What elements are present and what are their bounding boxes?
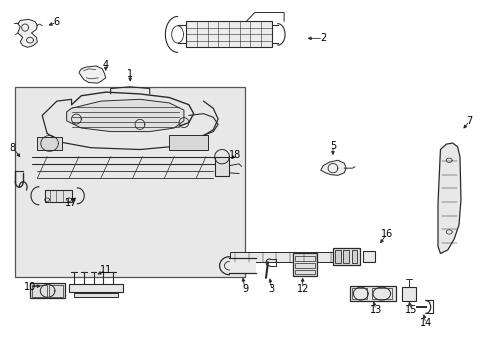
Polygon shape xyxy=(186,22,272,47)
Bar xyxy=(402,287,416,301)
Polygon shape xyxy=(45,190,72,202)
Bar xyxy=(352,288,367,300)
Text: 5: 5 xyxy=(330,141,336,151)
Polygon shape xyxy=(79,66,106,83)
Polygon shape xyxy=(67,99,184,132)
Bar xyxy=(293,253,318,276)
Bar xyxy=(295,263,315,267)
Text: 10: 10 xyxy=(24,282,36,292)
Text: 7: 7 xyxy=(466,116,473,126)
Text: 3: 3 xyxy=(269,284,275,294)
Polygon shape xyxy=(438,143,461,253)
Text: 17: 17 xyxy=(65,198,78,208)
Bar xyxy=(74,293,118,297)
Bar xyxy=(295,256,315,261)
Polygon shape xyxy=(230,252,350,262)
Bar xyxy=(15,87,245,277)
Bar xyxy=(295,270,315,274)
Text: 15: 15 xyxy=(405,305,417,315)
Text: 9: 9 xyxy=(242,284,248,294)
Bar xyxy=(333,248,360,265)
Bar xyxy=(351,250,357,263)
Text: 13: 13 xyxy=(370,305,382,315)
Bar xyxy=(215,157,229,176)
Bar xyxy=(49,285,63,297)
Text: 14: 14 xyxy=(419,319,432,328)
Text: 2: 2 xyxy=(320,33,326,43)
Text: 18: 18 xyxy=(229,150,242,160)
Bar xyxy=(350,286,396,301)
Polygon shape xyxy=(18,19,37,47)
Text: 16: 16 xyxy=(381,229,393,239)
Polygon shape xyxy=(321,160,346,175)
Text: 8: 8 xyxy=(10,143,16,153)
Text: 4: 4 xyxy=(103,60,109,70)
Polygon shape xyxy=(169,135,208,149)
Polygon shape xyxy=(229,258,256,273)
Polygon shape xyxy=(37,137,62,149)
Bar xyxy=(30,283,65,298)
Bar xyxy=(363,251,375,262)
Bar xyxy=(32,285,47,297)
Text: 12: 12 xyxy=(296,284,309,294)
Text: 6: 6 xyxy=(54,17,60,27)
Bar xyxy=(343,250,349,263)
Text: 11: 11 xyxy=(99,265,112,275)
Bar xyxy=(69,284,123,292)
Bar xyxy=(372,288,392,300)
Bar xyxy=(335,250,341,263)
Text: 1: 1 xyxy=(127,69,133,79)
